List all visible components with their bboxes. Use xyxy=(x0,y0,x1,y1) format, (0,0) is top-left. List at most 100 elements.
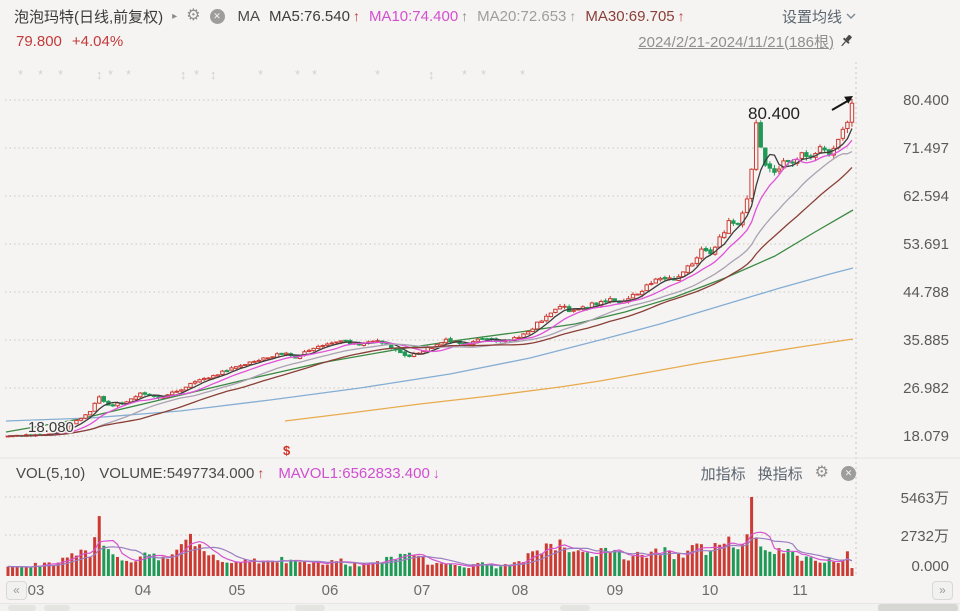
volume-bar xyxy=(649,551,653,576)
volume-bar xyxy=(147,554,151,576)
volume-bar xyxy=(157,560,161,576)
scrollbar-segment[interactable] xyxy=(44,605,70,611)
gear-icon[interactable]: ⚙ xyxy=(186,7,201,24)
close-icon[interactable]: ✕ xyxy=(209,8,225,24)
ma-settings-button[interactable]: 设置均线 xyxy=(782,6,856,27)
callout-arrowhead-icon xyxy=(844,96,853,104)
scroll-right-button[interactable]: » xyxy=(932,581,953,600)
volume-bar xyxy=(106,549,110,576)
volume-bar xyxy=(718,544,722,576)
volume-bar xyxy=(134,561,138,576)
volume-bar xyxy=(608,552,612,576)
drawing-tool-icon[interactable]: ↕ xyxy=(428,67,435,82)
volume-bar xyxy=(143,552,147,576)
title-caret-icon[interactable]: ▸ xyxy=(172,10,178,22)
candle-body xyxy=(699,248,704,259)
drawing-tool-icon[interactable]: ↕ xyxy=(180,67,187,82)
month-tick-label: 09 xyxy=(606,582,624,599)
candle-body xyxy=(279,352,284,355)
candle-body xyxy=(635,293,640,296)
volume-bar xyxy=(184,539,188,576)
candle-body xyxy=(644,284,649,292)
pin-icon[interactable] xyxy=(840,34,854,49)
scrollbar-segment[interactable] xyxy=(295,605,325,611)
drawing-tool-icon[interactable]: * xyxy=(481,67,486,82)
scrollbar-segment[interactable] xyxy=(8,605,36,611)
candle-body xyxy=(539,320,544,323)
drawing-tool-icon[interactable]: * xyxy=(462,67,467,82)
volume-bar xyxy=(362,563,366,576)
volume-bar xyxy=(398,553,402,576)
volume-bar xyxy=(129,562,133,576)
volume-bar xyxy=(768,551,772,576)
candle-body xyxy=(60,429,65,432)
candle-body xyxy=(776,168,782,172)
volume-axis-label: 5463万 xyxy=(901,490,949,507)
start-price-label: 18.080 xyxy=(28,419,74,436)
volume-bar xyxy=(339,558,343,576)
date-range[interactable]: 2024/2/21-2024/11/21(186根) xyxy=(638,31,854,52)
volume-bar xyxy=(827,558,831,576)
candle-body xyxy=(662,277,668,280)
drawing-tool-icon[interactable]: * xyxy=(18,67,23,82)
scroll-left-button[interactable]: « xyxy=(6,581,27,600)
volume-pane-header: VOL(5,10) VOLUME:5497734.000 ↑ MAVOL1:656… xyxy=(0,461,960,485)
drawing-tool-icon[interactable]: * xyxy=(194,67,199,82)
volume-close-icon[interactable]: ✕ xyxy=(841,465,856,481)
volume-bar xyxy=(115,556,119,576)
volume-bar xyxy=(800,560,804,576)
drawing-tool-icon[interactable]: * xyxy=(58,67,63,82)
drawing-tool-icon[interactable]: ↕ xyxy=(96,67,103,82)
volume-gear-icon[interactable]: ⚙ xyxy=(814,464,829,481)
drawing-tool-icon[interactable]: * xyxy=(520,67,525,82)
drawing-tool-icon[interactable]: * xyxy=(258,67,263,82)
volume-bar xyxy=(380,562,384,576)
volume-bar xyxy=(271,561,275,576)
candle-body xyxy=(229,367,234,371)
volume-axis-label: 0.000 xyxy=(911,558,949,575)
drawing-tool-icon[interactable]: * xyxy=(375,67,380,82)
volume-bar xyxy=(490,564,494,576)
last-price-callout: 80.400 xyxy=(748,104,800,123)
volume-axis-label: 2732万 xyxy=(901,528,949,545)
change-percent: +4.04% xyxy=(71,32,124,50)
candle-body xyxy=(174,390,179,393)
switch-indicator-button[interactable]: 换指标 xyxy=(757,465,803,483)
candle-body xyxy=(804,152,809,157)
volume-bar xyxy=(220,562,224,576)
horizontal-scrollbar[interactable] xyxy=(0,603,960,611)
volume-bar xyxy=(166,558,170,576)
month-tick-label: 06 xyxy=(321,582,339,599)
volume-bar xyxy=(458,566,462,576)
drawing-tool-icon[interactable]: * xyxy=(126,67,131,82)
drawing-tool-icon[interactable]: * xyxy=(38,67,43,82)
candle-body xyxy=(343,339,348,342)
scrollbar-handle[interactable] xyxy=(878,604,958,611)
drawing-tool-icon[interactable]: * xyxy=(312,67,317,82)
candle-body xyxy=(822,147,827,151)
candle-body xyxy=(772,168,777,173)
volume-bar xyxy=(535,550,539,576)
scrollbar-segment[interactable] xyxy=(560,605,590,611)
volume-bar xyxy=(672,559,676,576)
drawing-tool-icon[interactable]: * xyxy=(295,67,300,82)
volume-bar xyxy=(772,554,776,576)
price-axis-label: 18.079 xyxy=(903,428,949,445)
candle-body xyxy=(320,344,325,347)
month-tick-label: 05 xyxy=(228,582,246,599)
drawing-tool-icon[interactable]: ↕ xyxy=(210,67,217,82)
candle-body xyxy=(233,366,239,369)
volume-bar xyxy=(494,568,498,576)
dividend-event-icon[interactable]: $ xyxy=(283,443,291,458)
add-indicator-button[interactable]: 加指标 xyxy=(700,465,746,483)
volume-bar xyxy=(731,547,735,576)
drawing-tool-icon[interactable]: * xyxy=(108,67,113,82)
volume-bar xyxy=(61,557,65,576)
symbol-title[interactable]: 泡泡玛特(日线,前复权) xyxy=(14,8,164,26)
candle-body xyxy=(192,381,198,384)
ma20-line xyxy=(7,151,853,437)
volume-bar xyxy=(809,557,813,576)
volume-bar xyxy=(553,550,557,576)
candle-body xyxy=(740,212,745,226)
